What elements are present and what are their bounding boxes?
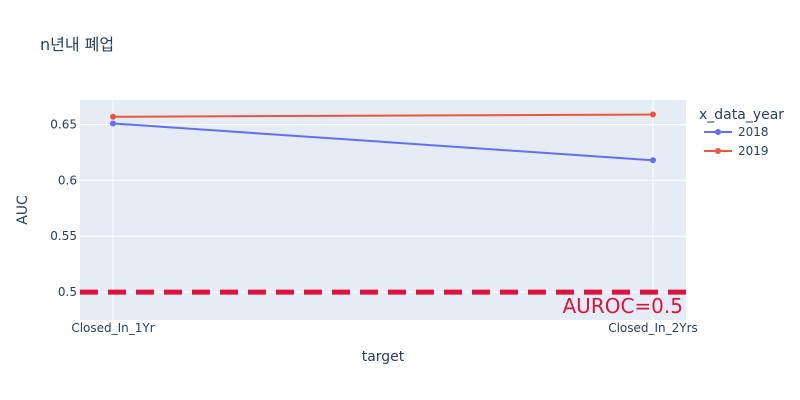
legend[interactable]: x_data_year 2018 2019 — [699, 107, 784, 158]
y-tick-label: 0.6 — [58, 173, 77, 187]
series-2019 — [110, 111, 656, 120]
y-tick-label: 0.65 — [50, 118, 77, 132]
legend-items: 2018 2019 — [704, 125, 769, 158]
data-point[interactable] — [110, 120, 116, 127]
series-line — [112, 113, 654, 118]
legend-label: 2019 — [738, 144, 769, 158]
legend-label: 2018 — [738, 125, 769, 139]
data-point[interactable] — [650, 111, 656, 118]
legend-swatch-marker — [715, 129, 721, 135]
data-point[interactable] — [650, 157, 656, 164]
x-axis-ticks: Closed_In_1Yr Closed_In_2Yrs — [71, 321, 697, 335]
reference-layer: AUROC=0.5 — [80, 289, 686, 318]
y-tick-label: 0.5 — [58, 285, 77, 299]
chart-title: n년내 폐업 — [40, 35, 114, 54]
y-axis-ticks: 0.5 0.55 0.6 0.65 — [50, 118, 77, 300]
plot-area — [80, 100, 686, 320]
legend-item-2018[interactable]: 2018 — [704, 125, 769, 139]
y-tick-label: 0.55 — [50, 229, 77, 243]
x-tick-label: Closed_In_1Yr — [71, 321, 154, 335]
y-axis-label: AUC — [15, 195, 31, 225]
reference-line-label: AUROC=0.5 — [563, 294, 684, 318]
legend-swatch-marker — [715, 148, 721, 154]
legend-title: x_data_year — [699, 107, 784, 123]
series-layer — [110, 111, 656, 164]
data-point[interactable] — [110, 113, 116, 120]
x-tick-label: Closed_In_2Yrs — [608, 321, 698, 335]
x-axis-label: target — [362, 349, 405, 365]
series-line — [112, 122, 654, 162]
series-2018 — [110, 120, 656, 164]
legend-item-2019[interactable]: 2019 — [704, 144, 769, 158]
